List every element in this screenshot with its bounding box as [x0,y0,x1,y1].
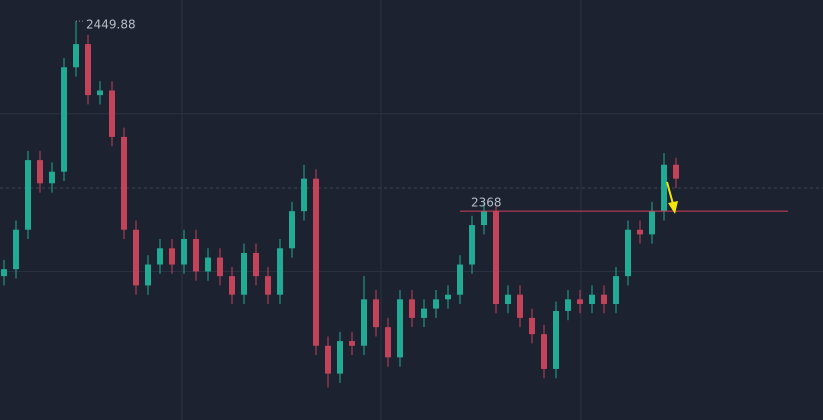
candle-body [541,334,547,369]
candle-body [157,248,163,265]
candle-body [73,44,79,68]
candle-body [493,211,499,304]
candle-body [205,257,211,272]
candle-body [397,299,403,358]
candle-body [229,276,235,295]
candle-body [253,252,259,277]
candle-body [193,239,199,272]
candle-body [361,299,367,346]
candle-body [481,211,487,226]
candle-body [61,67,67,172]
candle-body [553,310,559,369]
candle-body [601,294,607,304]
candle-body [289,211,295,249]
candle-body [325,345,331,374]
candle-body [505,294,511,304]
arrow-shaft [666,181,674,205]
candle-body [349,341,355,346]
candle-body [445,294,451,300]
candle-body [409,299,415,318]
candle-body [385,327,391,358]
x-grid [181,0,582,420]
candle-body [673,164,679,179]
candle-body [637,229,643,235]
candle-body [145,264,151,286]
candle-body [181,239,187,265]
candle-body [529,317,535,335]
candle-body [277,248,283,295]
candle-body [625,229,631,277]
candle-body [217,257,223,277]
candle-body [109,90,115,137]
candle-body [85,44,91,96]
candle-body [469,225,475,265]
plot: 2368 2449.88 [0,18,823,388]
candle-body [577,299,583,304]
candle-body [1,269,7,277]
candle-body [169,248,175,265]
level-label: 2368 [471,196,502,210]
candle-body [265,276,271,295]
candle-body [517,294,523,318]
candle-body [133,229,139,286]
candle-body [241,252,247,295]
candle-body [49,171,55,184]
candle-body [37,160,43,184]
arrow-head [668,201,678,214]
candle-body [457,264,463,295]
candle-body [589,294,595,304]
candle-body [661,164,667,212]
max-label: 2449.88 [86,18,136,32]
candle-body [433,299,439,309]
candle-body [421,308,427,318]
arrow [666,181,678,214]
candle-body [313,178,319,346]
candle-body [373,299,379,328]
candle-body [301,178,307,212]
candle-body [649,211,655,235]
candle-body [25,160,31,230]
candle-body [97,90,103,96]
candle-body [613,276,619,304]
candle-body [121,136,127,230]
candle-body [565,299,571,311]
candle-body [13,229,19,270]
candle-body [337,341,343,374]
